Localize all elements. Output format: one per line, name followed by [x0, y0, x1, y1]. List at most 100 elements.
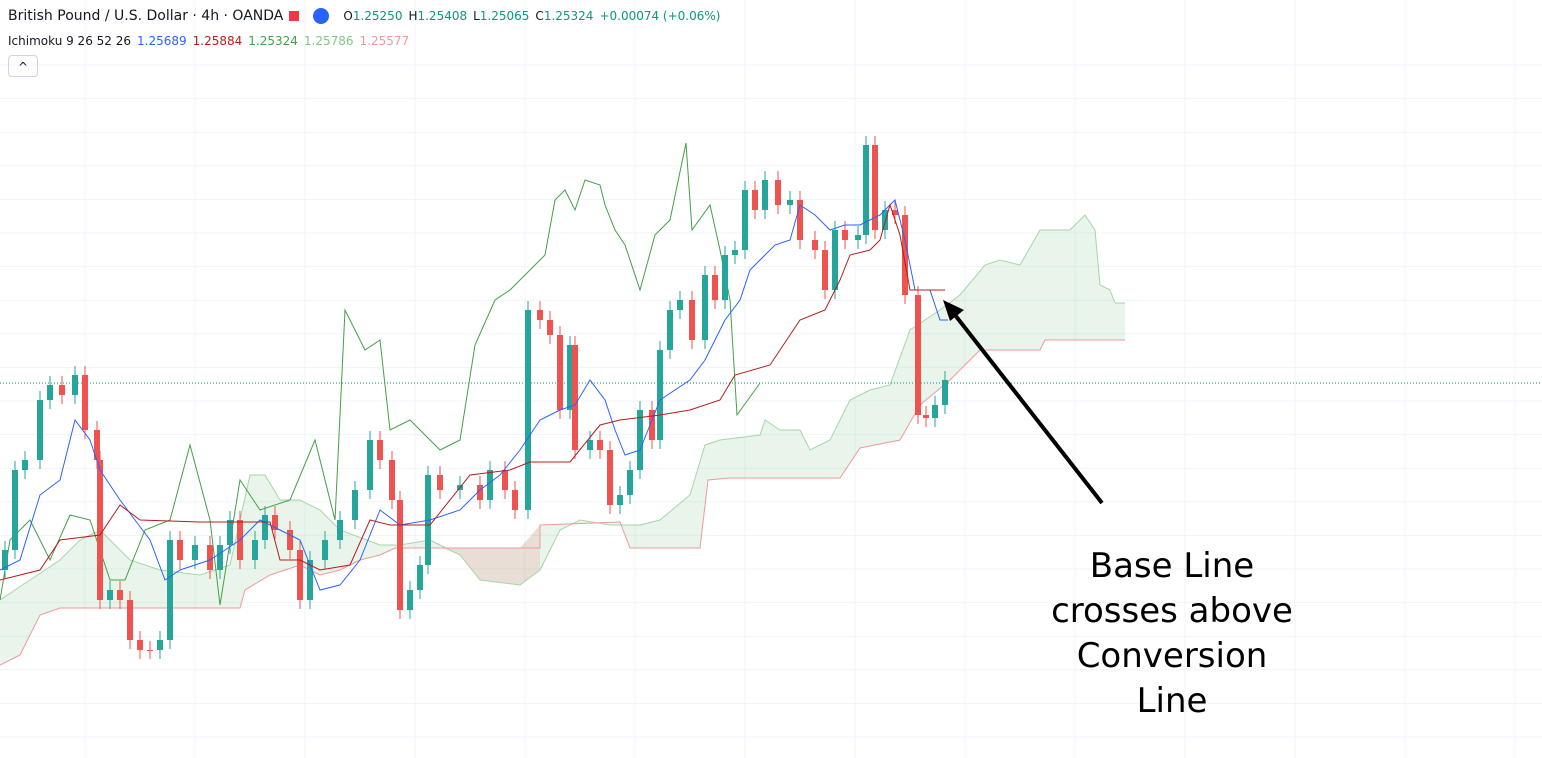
candle-body [97, 460, 103, 600]
candle-body [722, 255, 728, 300]
candle-body [567, 345, 573, 410]
header: British Pound / U.S. Dollar · 4h · OANDA… [8, 8, 720, 24]
candle-body [107, 590, 113, 600]
ohlc-value: 1.25408 [417, 9, 468, 23]
candle-body [637, 410, 643, 470]
candle-body [572, 345, 578, 450]
indicator-value: 1.25324 [248, 34, 298, 48]
candle-body [252, 540, 258, 560]
candle-body [117, 590, 123, 600]
candle-body [167, 540, 173, 640]
candle-body [677, 300, 683, 310]
candle-body [192, 545, 198, 560]
candle-body [557, 335, 563, 410]
candle-body [322, 540, 328, 560]
candle-body [742, 190, 748, 250]
candle-body [617, 495, 623, 505]
candle-body [942, 380, 948, 405]
candle-body [137, 640, 143, 650]
candle-body [227, 520, 233, 545]
candle-body [712, 275, 718, 300]
conversion-line [0, 199, 948, 591]
indicator-value: 1.25689 [137, 34, 187, 48]
indicator-value: 1.25577 [359, 34, 410, 48]
candles [2, 136, 948, 659]
candle-body [863, 145, 869, 235]
annotation-line: Base Line [1090, 546, 1254, 586]
candle-body [797, 200, 803, 240]
candle-body [607, 450, 613, 505]
candle-body [932, 405, 938, 418]
candle-body [812, 240, 818, 250]
ohlc: O1.25250 H1.25408 L1.25065 C1.25324 +0.0… [343, 9, 720, 23]
candle-body [512, 490, 518, 510]
candle-body [597, 440, 603, 450]
change: +0.00074 (+0.06%) [599, 9, 721, 23]
candle-body [127, 600, 133, 640]
candle-body [627, 470, 633, 495]
candle-body [377, 440, 383, 460]
candle-body [587, 440, 593, 450]
candle-body [547, 320, 553, 335]
candle-body [689, 300, 695, 340]
symbol[interactable]: British Pound / U.S. Dollar · 4h · OANDA [8, 8, 284, 24]
replay-button[interactable] [313, 8, 330, 24]
candle-body [732, 250, 738, 255]
lagging-span [0, 142, 761, 606]
candle-body [437, 475, 443, 490]
candle-body [872, 145, 878, 230]
candle-body [657, 350, 663, 440]
base-line [0, 203, 945, 581]
ohlc-label: C [535, 9, 544, 23]
candle-body [59, 385, 65, 395]
candle-body [337, 520, 343, 540]
candle-body [177, 540, 183, 560]
candle-body [272, 515, 278, 530]
candle-body [902, 215, 908, 295]
candle-body [882, 210, 888, 230]
candle-body [407, 590, 413, 610]
leading-span-b [0, 339, 1125, 666]
candle-body [47, 385, 53, 400]
annotation-line: crosses above [1051, 591, 1293, 631]
candle-body [822, 250, 828, 290]
candle-body [389, 460, 395, 500]
candle-body [477, 485, 483, 500]
ohlc-label: O [343, 9, 353, 23]
annotation-line: Line [1137, 681, 1208, 721]
candle-body [915, 295, 921, 415]
candle-body [842, 230, 848, 240]
candle-body [2, 550, 8, 570]
candle-body [207, 545, 213, 570]
candle-body [762, 180, 768, 210]
candle-body [37, 400, 43, 460]
candle-body [307, 560, 313, 600]
candle-body [525, 310, 531, 510]
leading-span-a [0, 214, 1125, 601]
candle-body [12, 470, 18, 550]
candle-body [832, 230, 838, 290]
candle-body [72, 375, 78, 395]
candle-body [297, 550, 303, 600]
ohlc-value: 1.25324 [543, 9, 594, 23]
candle-body [537, 310, 543, 320]
candle-body [22, 460, 28, 470]
candle-body [397, 500, 403, 610]
ohlc-label: H [408, 9, 418, 23]
indicator-value: 1.25884 [192, 34, 243, 48]
candle-body [892, 210, 898, 215]
ohlc-value: 1.25065 [479, 9, 530, 23]
indicator-value: 1.25786 [303, 34, 354, 48]
candle-body [147, 650, 153, 651]
candle-body [775, 180, 781, 205]
candle-body [702, 275, 708, 340]
flag[interactable] [289, 11, 300, 21]
ohlc-value: 1.25250 [352, 9, 403, 23]
indicator-name[interactable]: Ichimoku 9 26 52 26 [8, 34, 131, 48]
collapse-button[interactable]: ^ [8, 55, 38, 77]
annotation-line: Conversion [1077, 636, 1268, 676]
cloud [0, 215, 1125, 665]
candle-body [157, 640, 163, 650]
